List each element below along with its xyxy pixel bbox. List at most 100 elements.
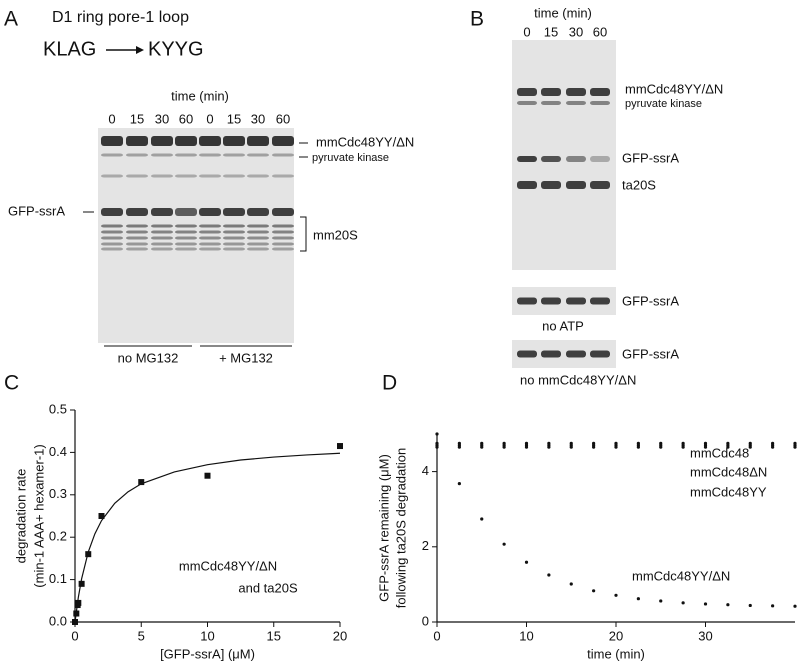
gel-band — [541, 297, 561, 305]
data-point — [72, 619, 78, 625]
gel-band — [199, 224, 221, 228]
data-point — [337, 443, 343, 450]
gel-band — [175, 236, 197, 240]
data-point — [85, 551, 92, 558]
gel-band — [175, 174, 197, 178]
gel-band — [517, 181, 537, 189]
y-axis-label: GFP-ssrA remaining (μM) — [376, 454, 391, 602]
gel-band — [101, 242, 123, 246]
x-tick-label: 10 — [519, 628, 533, 643]
y-tick-label: 4 — [422, 463, 429, 478]
gel-band — [126, 224, 148, 228]
condition-label: no mmCdc48YY/ΔN — [520, 372, 636, 387]
gel-band — [175, 208, 197, 216]
condition-label: no ATP — [542, 318, 584, 333]
gel — [98, 128, 294, 343]
time-tick: 15 — [544, 24, 558, 39]
x-axis-label: [GFP-ssrA] (μM) — [160, 646, 255, 661]
gel-band — [272, 136, 294, 146]
gel-band — [101, 230, 123, 234]
gel-band — [590, 350, 610, 358]
gel-band — [541, 88, 561, 96]
group-label: + MG132 — [219, 350, 273, 365]
band-label: mmCdc48YY/ΔN — [316, 134, 414, 149]
gel-band — [272, 230, 294, 234]
y-tick-label: 0.3 — [49, 486, 67, 501]
gel-band — [566, 88, 586, 96]
data-point — [659, 445, 663, 449]
y-tick-label: 0.1 — [49, 571, 67, 586]
gel-band — [247, 247, 269, 251]
time-tick: 30 — [155, 111, 169, 126]
band-label: mmCdc48YY/ΔN — [625, 81, 723, 96]
gel-band — [590, 181, 610, 189]
gel-band — [223, 247, 245, 251]
y-tick-label: 0.2 — [49, 529, 67, 544]
gel-band — [590, 156, 610, 162]
data-point — [457, 445, 461, 449]
gel-band — [175, 242, 197, 246]
gel-band — [541, 101, 561, 105]
arrow-head — [136, 46, 144, 54]
gel-band — [101, 174, 123, 178]
time-tick: 30 — [569, 24, 583, 39]
gel-band — [151, 247, 173, 251]
gel-band — [517, 156, 537, 162]
mutation-from: KLAG — [43, 38, 96, 60]
band-label: GFP-ssrA — [622, 150, 679, 165]
data-point — [547, 573, 551, 577]
gel-band — [199, 236, 221, 240]
annotation: and ta20S — [238, 580, 298, 595]
data-point — [614, 593, 618, 597]
panel-label: C — [4, 372, 19, 395]
x-axis-label: time (min) — [587, 646, 645, 661]
gel-band — [247, 208, 269, 216]
gel-band — [590, 101, 610, 105]
time-label: time (min) — [534, 5, 592, 20]
y-axis-label: (min-1 AAA+ hexamer-1) — [31, 444, 46, 587]
data-point — [547, 445, 551, 449]
gel-band — [223, 224, 245, 228]
data-point — [524, 560, 529, 564]
gel-band — [175, 136, 197, 146]
gel-band — [566, 297, 586, 305]
data-point — [771, 604, 775, 608]
data-point — [502, 445, 506, 449]
panel-label: D — [382, 372, 397, 395]
gel-band — [541, 156, 561, 162]
gel-band — [151, 236, 173, 240]
time-tick: 30 — [251, 111, 265, 126]
gel-band — [247, 224, 269, 228]
data-point — [748, 603, 752, 608]
series-label: mmCdc48 — [690, 445, 749, 460]
data-point — [98, 513, 105, 519]
data-point — [681, 445, 685, 449]
band-label: mm20S — [313, 227, 358, 242]
gel-band — [126, 247, 148, 251]
gel-band — [517, 101, 537, 105]
data-point — [138, 479, 145, 486]
gel-band — [151, 174, 173, 178]
data-point — [659, 599, 663, 603]
gel-band — [247, 136, 269, 146]
x-tick-label: 10 — [200, 628, 214, 643]
data-point — [480, 445, 484, 449]
gel-band — [199, 247, 221, 251]
gel-band — [566, 350, 586, 358]
band-label: ta20S — [622, 177, 656, 192]
data-point — [592, 589, 596, 593]
data-point — [480, 517, 484, 521]
gel-band — [175, 224, 197, 228]
gel-band — [566, 181, 586, 189]
gel-band — [272, 242, 294, 246]
band-label: pyruvate kinase — [312, 152, 389, 164]
band-label: GFP-ssrA — [622, 346, 679, 361]
gel-band — [151, 230, 173, 234]
fit-curve — [74, 452, 341, 623]
gel-band — [247, 230, 269, 234]
data-point — [569, 582, 573, 586]
gel-band — [199, 208, 221, 216]
series-label: mmCdc48ΔN — [690, 464, 767, 479]
